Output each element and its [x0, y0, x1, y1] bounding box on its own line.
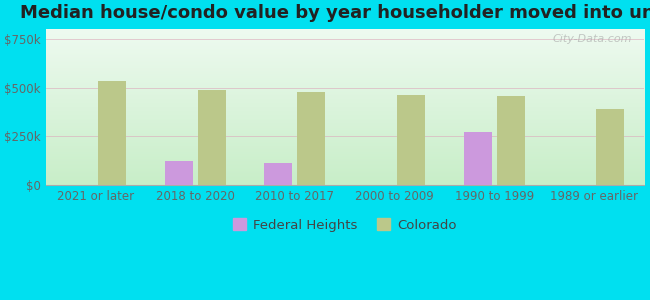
Bar [165, 161, 192, 185]
Bar [98, 81, 126, 185]
Bar [298, 92, 325, 185]
Bar [265, 163, 292, 185]
Bar [597, 109, 625, 185]
Text: City-Data.com: City-Data.com [552, 34, 632, 44]
Bar [497, 96, 525, 185]
Title: Median house/condo value by year householder moved into unit: Median house/condo value by year househo… [20, 4, 650, 22]
Legend: Federal Heights, Colorado: Federal Heights, Colorado [228, 213, 462, 237]
Bar [397, 95, 425, 185]
Bar [198, 91, 226, 185]
Bar [464, 132, 492, 185]
